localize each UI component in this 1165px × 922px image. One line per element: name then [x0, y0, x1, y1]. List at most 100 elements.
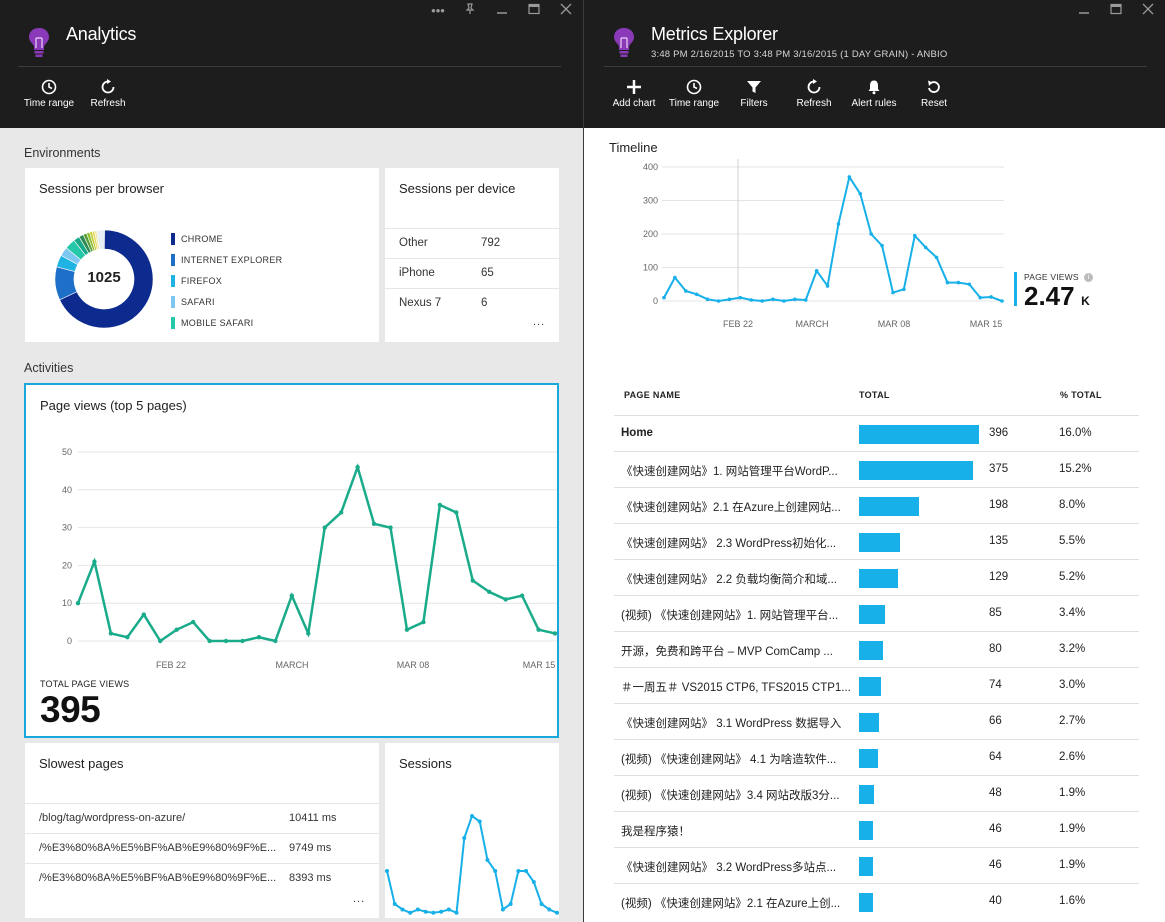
- data-point: [825, 284, 830, 288]
- page-views-tile[interactable]: Page views (top 5 pages) 0 10 20 30 40 50 FEB …: [24, 383, 559, 738]
- more-button[interactable]: ...: [533, 316, 546, 328]
- timeline-chart[interactable]: 0 100 200 300 400 FEB 22 MARCH MAR 08 MAR 15: [584, 150, 1165, 340]
- page-name: 开源，免费和跨平台 – MVP ComCamp ...: [621, 646, 833, 658]
- column-header-page-name[interactable]: PAGE NAME: [624, 390, 681, 400]
- total-page-views-value: 395: [40, 689, 101, 730]
- total-bar: [859, 893, 873, 912]
- data-point: [306, 631, 311, 636]
- refresh-button[interactable]: Refresh: [784, 78, 844, 109]
- maximize-icon[interactable]: [1107, 3, 1125, 18]
- analytics-header: ••• Analytics Time range: [0, 0, 583, 128]
- device-count: 6: [481, 297, 488, 309]
- page-row[interactable]: 《快速创建网站》1. 网站管理平台WordP... 375 15.2%: [614, 451, 1139, 487]
- page-row[interactable]: (视频) 《快速创建网站》3.4 网站改版3分... 48 1.9%: [614, 775, 1139, 811]
- sessions-per-browser-tile[interactable]: Sessions per browser 1025 CHROME INTERNE…: [25, 168, 379, 342]
- data-point: [500, 907, 505, 912]
- refresh-button[interactable]: Refresh: [80, 78, 136, 109]
- add-chart-button[interactable]: Add chart: [604, 78, 664, 109]
- tile-title: Slowest pages: [39, 756, 124, 771]
- legend-swatch: [171, 295, 175, 308]
- donut-slice: [96, 229, 105, 250]
- pct-value: 8.0%: [1059, 499, 1086, 511]
- page-name: 《快速创建网站》1. 网站管理平台WordP...: [621, 466, 838, 478]
- tile-title: Sessions per device: [399, 181, 516, 196]
- analytics-window-controls: •••: [429, 3, 575, 18]
- page-name: 《快速创建网站》2.1 在Azure上创建网站...: [621, 502, 841, 514]
- data-point: [207, 638, 212, 644]
- data-point: [92, 559, 97, 564]
- maximize-icon[interactable]: [525, 3, 543, 18]
- metric-unit: K: [1081, 294, 1090, 308]
- device-row: Nexus 7 6: [385, 288, 559, 318]
- page-row[interactable]: (视频) 《快速创建网站》1. 网站管理平台... 85 3.4%: [614, 595, 1139, 631]
- minimize-icon[interactable]: [493, 3, 511, 18]
- page-row[interactable]: 《快速创建网站》 3.1 WordPress 数据导入 66 2.7%: [614, 703, 1139, 739]
- time-range-label: Time range: [668, 98, 720, 109]
- page-row[interactable]: 我是程序猿！ 46 1.9%: [614, 811, 1139, 847]
- page-row[interactable]: 开源，免费和跨平台 – MVP ComCamp ... 80 3.2%: [614, 631, 1139, 667]
- data-point: [404, 627, 410, 632]
- close-icon[interactable]: [1139, 3, 1157, 18]
- alert-rules-button[interactable]: Alert rules: [844, 78, 904, 109]
- total-page-views-label: TOTAL PAGE VIEWS: [40, 679, 130, 689]
- sessions-tile[interactable]: Sessions: [385, 743, 559, 918]
- y-tick-label: 50: [62, 447, 72, 457]
- minimize-icon[interactable]: [1075, 3, 1093, 18]
- analytics-command-bar: Time range Refresh: [18, 78, 136, 109]
- data-point: [470, 814, 474, 818]
- page-row[interactable]: 《快速创建网站》2.1 在Azure上创建网站... 198 8.0%: [614, 487, 1139, 523]
- pct-value: 16.0%: [1059, 427, 1092, 439]
- more-icon[interactable]: •••: [431, 3, 445, 18]
- data-point: [446, 907, 451, 912]
- pin-icon[interactable]: [461, 3, 479, 18]
- time-range-button[interactable]: Time range: [664, 78, 724, 109]
- filters-button[interactable]: Filters: [724, 78, 784, 109]
- sessions-per-device-tile[interactable]: Sessions per device Other 792 iPhone 65 Ne…: [385, 168, 559, 342]
- page-views-chart: 0 10 20 30 40 50 FEB 22 MARCH MAR 08 MAR 15: [62, 447, 557, 670]
- data-point: [503, 597, 508, 602]
- column-header-total[interactable]: TOTAL: [859, 390, 890, 400]
- y-tick-label: 0: [653, 296, 658, 306]
- page-name: (视频) 《快速创建网站》 4.1 为啥造软件...: [621, 754, 837, 766]
- page-name: 《快速创建网站》 3.2 WordPress多站点...: [621, 862, 837, 874]
- clock-icon: [686, 78, 702, 96]
- y-tick-label: 30: [62, 523, 72, 533]
- time-range-button[interactable]: Time range: [18, 78, 80, 109]
- data-point: [694, 292, 699, 297]
- x-tick-label: MAR 08: [878, 319, 911, 329]
- page-row[interactable]: (视频) 《快速创建网站》2.1 在Azure上创... 40 1.6%: [614, 883, 1139, 919]
- filter-icon: [746, 78, 762, 96]
- page-row[interactable]: Home 396 16.0%: [614, 415, 1139, 451]
- page-row[interactable]: 《快速创建网站》 2.2 负载均衡简介和域... 129 5.2%: [614, 559, 1139, 595]
- page-row[interactable]: 《快速创建网站》 3.2 WordPress多站点... 46 1.9%: [614, 847, 1139, 883]
- data-point: [880, 243, 884, 248]
- device-row: iPhone 65: [385, 258, 559, 288]
- total-value: 135: [989, 535, 1009, 547]
- x-tick-label: MAR 15: [970, 319, 1003, 329]
- y-tick-label: 400: [643, 162, 658, 172]
- tile-title: Sessions: [399, 756, 452, 771]
- slow-page-url: /blog/tag/wordpress-on-azure/: [39, 812, 186, 824]
- total-bar: [859, 749, 878, 768]
- close-icon[interactable]: [557, 3, 575, 18]
- data-point: [782, 299, 786, 303]
- slowest-pages-tile[interactable]: Slowest pages /blog/tag/wordpress-on-azu…: [25, 743, 379, 918]
- page-row[interactable]: ＃一周五＃ VS2015 CTP6, TFS2015 CTP1... 74 3.0%: [614, 667, 1139, 703]
- blade-divider: [583, 0, 584, 922]
- reset-button[interactable]: Reset: [904, 78, 964, 109]
- device-row: Other 792: [385, 228, 559, 258]
- column-header-pct-total[interactable]: % TOTAL: [1060, 390, 1102, 400]
- total-value: 46: [989, 823, 1002, 835]
- page-name: 《快速创建网站》 2.2 负载均衡简介和域...: [621, 574, 837, 586]
- data-point: [256, 635, 262, 640]
- page-row[interactable]: (视频) 《快速创建网站》 4.1 为啥造软件... 64 2.6%: [614, 739, 1139, 775]
- data-point: [487, 589, 492, 595]
- refresh-label: Refresh: [796, 98, 832, 109]
- page-row[interactable]: 《快速创建网站》 2.3 WordPress初始化... 135 5.5%: [614, 523, 1139, 559]
- total-value: 375: [989, 463, 1009, 475]
- data-point: [536, 627, 541, 632]
- series-line: [663, 174, 1003, 303]
- more-button[interactable]: ...: [353, 893, 366, 905]
- legend-label: INTERNET EXPLORER: [181, 254, 283, 265]
- info-icon[interactable]: i: [1084, 273, 1094, 283]
